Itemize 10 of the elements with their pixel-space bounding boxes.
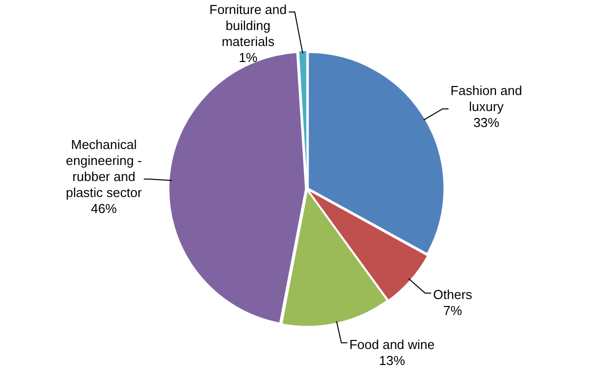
data-label: 7% [443,303,462,318]
data-label: 1% [238,50,258,66]
slice-label: Forniture and building materials [209,2,287,50]
data-label: 33% [473,114,500,130]
data-label: 13% [378,352,406,368]
slice-label: Others [433,287,473,302]
slice-label: Fashion and luxury [450,82,522,114]
data-label: 46% [90,201,118,216]
slice-label: Mechanical engineering - rubber and plastic sector [66,137,142,200]
slice-label: Food and wine [349,336,435,352]
